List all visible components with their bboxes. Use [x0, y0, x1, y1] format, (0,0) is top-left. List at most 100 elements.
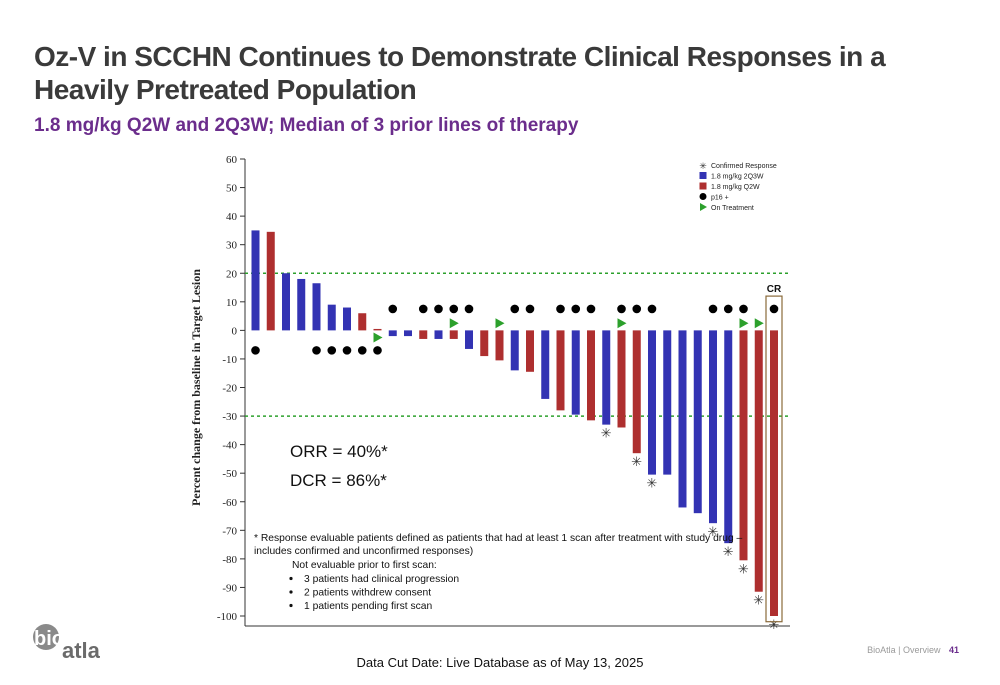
bar: [327, 304, 336, 331]
not-evaluable-item: 3 patients had clinical progression: [304, 574, 459, 585]
y-tick-label: 20: [226, 268, 238, 280]
bar: [541, 330, 550, 399]
bar: [663, 330, 672, 475]
y-tick-label: -30: [222, 411, 237, 423]
p16-marker: [647, 304, 657, 314]
bar: [526, 330, 534, 372]
bar: [678, 330, 687, 508]
y-tick-label: -70: [222, 525, 237, 537]
footer-section: Overview: [902, 645, 941, 655]
legend-label: Confirmed Response: [711, 163, 777, 170]
confirmed-response-marker: ✳: [723, 545, 734, 560]
bullet-dot: [289, 603, 293, 608]
on-treatment-marker: [617, 318, 627, 329]
legend-circle-icon: [699, 193, 707, 200]
bar: [770, 330, 778, 616]
p16-marker: [357, 346, 367, 355]
y-tick-label: -50: [222, 468, 237, 480]
y-tick-label: -80: [222, 554, 237, 566]
bar: [556, 330, 565, 411]
on-treatment-marker: [449, 318, 459, 329]
y-tick-label: 50: [226, 183, 238, 195]
confirmed-response-marker: ✳: [769, 618, 780, 633]
slide-subtitle: 1.8 mg/kg Q2W and 2Q3W; Median of 3 prio…: [34, 115, 579, 136]
p16-marker: [418, 304, 428, 314]
footnote-line-1: * Response evaluable patients defined as…: [254, 533, 743, 544]
bar: [648, 330, 656, 475]
p16-marker: [327, 346, 337, 355]
bar: [343, 307, 351, 331]
bar: [419, 330, 428, 339]
y-tick-label: 60: [226, 154, 238, 166]
y-tick-label: -10: [222, 354, 237, 366]
p16-marker: [373, 346, 382, 355]
p16-marker: [449, 304, 459, 314]
bar: [724, 330, 733, 544]
p16-marker: [586, 304, 596, 314]
footnote-line-2: includes confirmed and unconfirmed respo…: [254, 546, 473, 557]
on-treatment-marker: [373, 332, 383, 343]
bar: [739, 330, 748, 561]
logo-text-bio: bio: [34, 628, 64, 650]
bar: [510, 330, 519, 371]
legend-red-square-icon: [699, 182, 707, 190]
page-number: 41: [948, 645, 959, 655]
bar: [282, 273, 290, 331]
footer-brand: BioAtla | Overview 41: [867, 645, 959, 655]
confirmed-response-marker: ✳: [647, 477, 658, 492]
y-tick-label: -40: [222, 440, 237, 452]
y-tick-label: -20: [222, 383, 237, 395]
bioatla-logo: bio atla: [32, 618, 112, 673]
y-tick-label: 40: [226, 211, 238, 223]
y-tick-label: 10: [226, 297, 238, 309]
data-cut-date: Data Cut Date: Live Database as of May 1…: [356, 655, 644, 670]
not-evaluable-item: 1 patients pending first scan: [304, 601, 432, 612]
legend-label: 1.8 mg/kg Q2W: [711, 184, 760, 191]
bar: [404, 330, 412, 337]
slide-title: Oz-V in SCCHN Continues to Demonstrate C…: [34, 41, 886, 105]
p16-marker: [525, 304, 535, 314]
cr-highlight-box: [765, 295, 783, 623]
y-tick-label: 0: [232, 325, 238, 337]
p16-marker: [510, 304, 520, 314]
dcr-annotation: DCR = 86%*: [290, 471, 387, 490]
p16-marker: [617, 304, 626, 314]
p16-marker: [464, 304, 474, 314]
not-evaluable-header: Not evaluable prior to first scan:: [292, 560, 437, 571]
y-tick-label: -100: [217, 611, 238, 623]
bullet-dot: [289, 576, 293, 581]
bar: [754, 330, 763, 592]
bar: [312, 283, 321, 331]
confirmed-response-marker: ✳: [708, 525, 719, 540]
y-axis-label: Percent change from baseline in Target L…: [189, 269, 203, 506]
bar: [266, 231, 275, 331]
on-treatment-marker: [495, 318, 505, 329]
bar: [297, 278, 306, 331]
bar: [693, 330, 702, 514]
bar: [480, 330, 489, 357]
confirmed-response-marker: ✳: [601, 427, 612, 442]
bar: [465, 330, 473, 349]
bar: [358, 313, 367, 331]
p16-marker: [708, 304, 718, 314]
not-evaluable-item: 2 patients withdrew consent: [304, 588, 431, 599]
bar: [587, 330, 595, 421]
confirmed-response-marker: ✳: [631, 455, 642, 470]
cr-label: CR: [767, 284, 782, 295]
on-treatment-marker: [754, 318, 764, 329]
p16-marker: [312, 346, 321, 355]
p16-marker: [388, 304, 398, 314]
bar: [709, 330, 717, 524]
legend-label: p16 +: [711, 195, 729, 202]
legend-asterisk-icon: ✳: [699, 162, 707, 172]
p16-marker: [723, 304, 733, 314]
y-tick-label: -60: [222, 497, 237, 509]
bar: [388, 330, 397, 337]
confirmed-response-marker: ✳: [753, 594, 764, 609]
p16-marker: [434, 304, 443, 314]
p16-marker: [251, 346, 260, 355]
legend-triangle-icon: [700, 203, 707, 211]
logo-text-atla: atla: [62, 638, 101, 663]
p16-marker: [769, 304, 779, 314]
